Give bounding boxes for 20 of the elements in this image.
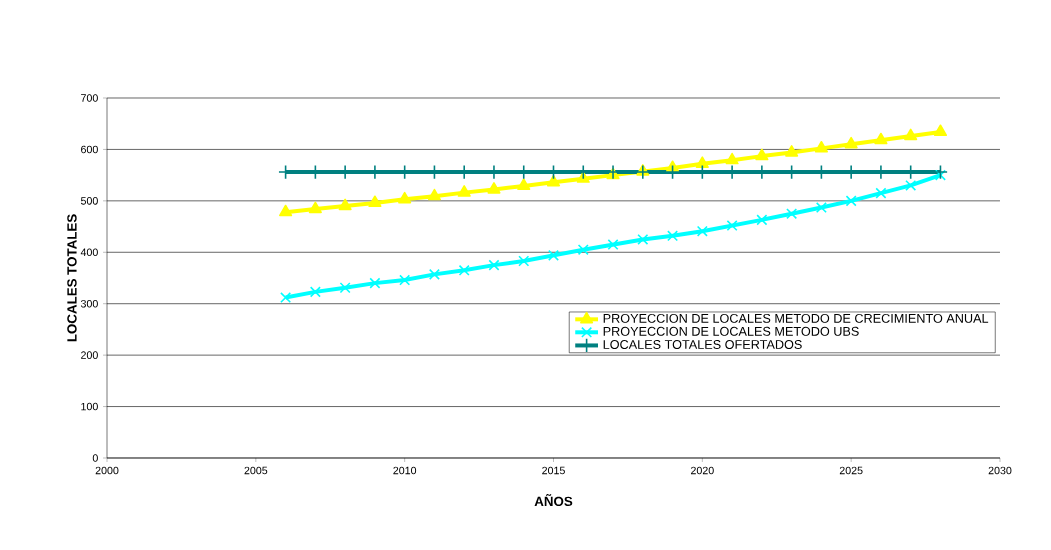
x-axis-title: AÑOS: [534, 494, 573, 507]
y-axis-title: LOCALES TOTALES: [67, 214, 77, 342]
x-tick-label: 2005: [244, 466, 268, 475]
legend-label: PROYECCION DE LOCALES METODO UBS: [603, 326, 859, 336]
y-tick-label: 300: [80, 299, 98, 308]
y-tick-label: 700: [81, 94, 98, 102]
x-tick-label: 2000: [95, 466, 119, 475]
y-tick-label: 100: [81, 402, 98, 411]
y-tick-label: 0: [92, 454, 98, 462]
x-tick-label: 2010: [393, 466, 417, 475]
x-tick-label: 2025: [839, 466, 863, 475]
legend-label: PROYECCION DE LOCALES METODO DE CRECIMIENTO ANUAL: [603, 313, 989, 323]
y-tick-label: 200: [81, 351, 98, 359]
y-tick-label: 500: [80, 197, 98, 205]
y-tick-label: 400: [80, 248, 98, 257]
x-tick-label: 2020: [691, 466, 714, 475]
x-tick-label: 2030: [988, 466, 1012, 475]
legend-label: LOCALES TOTALES OFERTADOS: [603, 340, 802, 349]
y-tick-label: 600: [81, 145, 98, 154]
x-tick-label: 2015: [542, 466, 565, 475]
